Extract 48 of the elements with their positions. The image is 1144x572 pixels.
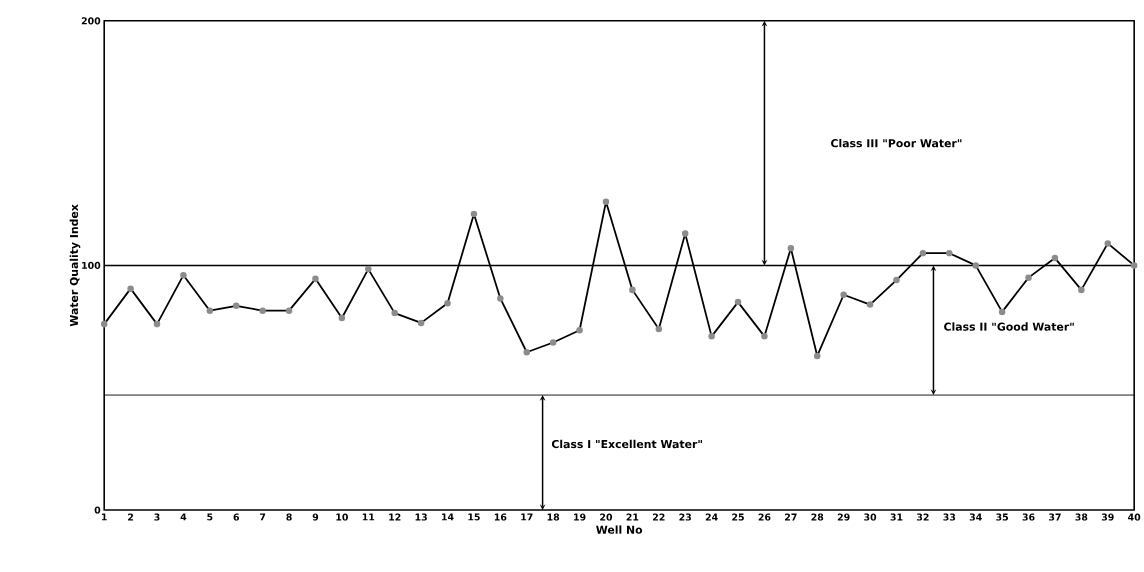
- x-tick-label: 6: [233, 513, 240, 521]
- x-tick-label: 37: [1049, 513, 1061, 521]
- annotation: Class I "Excellent Water": [551, 440, 702, 449]
- x-tick-label: 15: [468, 513, 480, 521]
- annotation: Class II "Good Water": [944, 322, 1074, 332]
- x-axis-title: Well No: [596, 525, 643, 535]
- x-tick-label: 13: [415, 513, 427, 521]
- x-tick-label: 26: [758, 513, 771, 521]
- x-tick-label: 35: [996, 513, 1008, 521]
- x-tick-label: 2: [128, 513, 134, 521]
- x-tick-label: 4: [180, 513, 187, 521]
- x-tick-label: 32: [917, 513, 929, 521]
- x-tick-label: 29: [837, 513, 850, 521]
- x-tick-label: 12: [389, 513, 401, 521]
- x-tick-label: 5: [207, 513, 213, 521]
- x-tick-label: 19: [574, 513, 586, 521]
- x-tick-label: 21: [626, 513, 639, 521]
- x-tick-label: 36: [1022, 513, 1035, 521]
- x-tick-label: 24: [705, 513, 718, 521]
- x-tick-label: 14: [442, 513, 454, 521]
- x-tick-label: 8: [286, 513, 292, 521]
- y-tick-label: 200: [81, 17, 101, 25]
- x-tick-label: 22: [653, 513, 665, 521]
- x-tick-label: 16: [494, 513, 507, 521]
- annotation: Class III "Poor Water": [831, 139, 962, 148]
- x-tick-label: 38: [1075, 513, 1088, 521]
- x-tick-label: 3: [154, 513, 160, 521]
- x-tick-label: 40: [1128, 513, 1141, 521]
- x-tick-label: 7: [260, 513, 266, 521]
- x-tick-label: 1: [101, 513, 107, 521]
- x-tick-label: 33: [943, 513, 956, 521]
- x-tick-label: 28: [811, 513, 824, 521]
- x-tick-label: 17: [521, 513, 533, 521]
- x-tick-label: 10: [336, 513, 348, 521]
- x-tick-label: 39: [1101, 513, 1114, 521]
- x-tick-label: 20: [600, 513, 613, 521]
- x-tick-label: 23: [679, 513, 691, 521]
- x-tick-label: 11: [362, 513, 375, 521]
- x-tick-label: 30: [864, 513, 877, 521]
- y-axis-title: Water Quality Index: [69, 204, 81, 327]
- x-tick-label: 34: [969, 513, 982, 521]
- x-tick-label: 9: [312, 513, 319, 521]
- y-tick-label: 100: [82, 262, 101, 270]
- y-tick-label: 0: [94, 506, 101, 514]
- x-tick-label: 25: [732, 513, 744, 521]
- x-tick-label: 27: [785, 513, 797, 521]
- x-tick-label: 31: [890, 513, 903, 521]
- x-tick-label: 18: [547, 513, 560, 521]
